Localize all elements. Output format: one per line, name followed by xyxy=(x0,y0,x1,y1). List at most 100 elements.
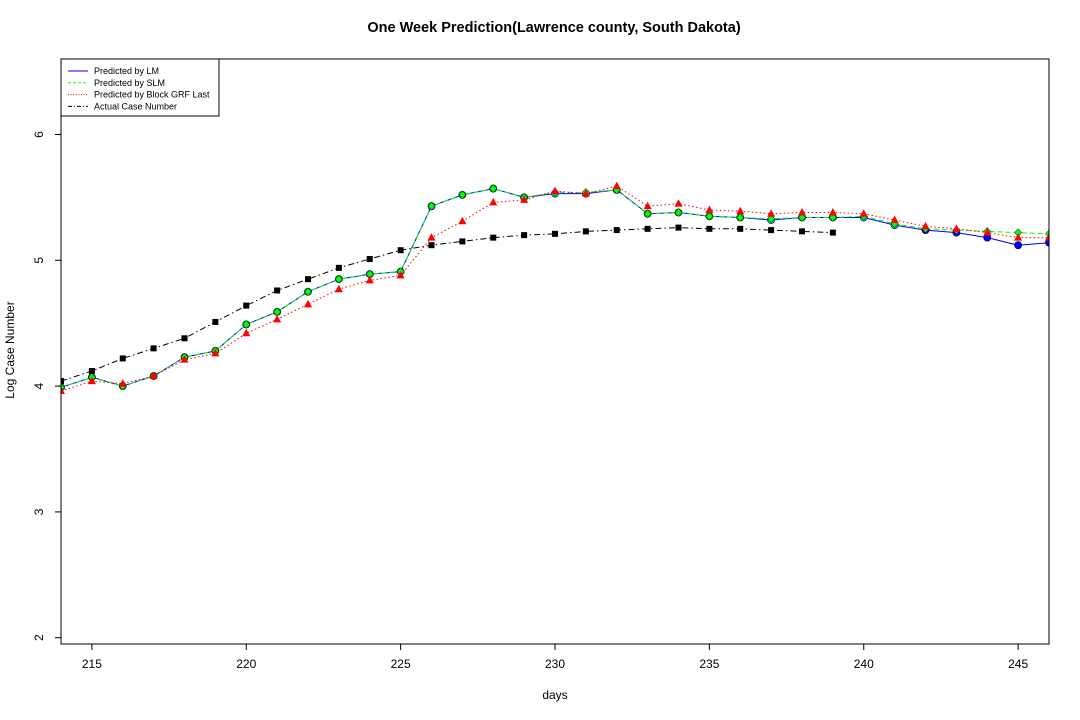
series-3-line xyxy=(61,185,1049,392)
data-point xyxy=(211,348,220,357)
y-tick-label: 6 xyxy=(32,131,46,138)
data-point xyxy=(1045,233,1049,241)
x-tick-label: 225 xyxy=(391,657,411,671)
data-point xyxy=(118,379,127,387)
data-point xyxy=(335,264,342,271)
data-point xyxy=(582,228,589,235)
data-point xyxy=(427,233,436,241)
data-point xyxy=(490,234,497,241)
plot-frame xyxy=(60,58,1050,645)
chart-title: One Week Prediction(Lawrence county, Sou… xyxy=(367,20,741,36)
data-point xyxy=(489,197,498,206)
series-2-points xyxy=(61,184,1049,392)
data-point xyxy=(674,199,683,207)
series-1-line xyxy=(61,188,1049,388)
data-point xyxy=(304,287,312,297)
data-point xyxy=(799,228,805,235)
y-tick-label: 4 xyxy=(32,382,46,389)
y-tick-label: 5 xyxy=(32,257,46,264)
x-tick-label: 215 xyxy=(82,657,102,671)
data-point xyxy=(150,345,157,352)
data-point xyxy=(396,270,405,279)
data-point xyxy=(767,209,776,217)
data-point xyxy=(829,213,837,222)
data-point xyxy=(1014,233,1023,241)
data-point xyxy=(705,205,714,213)
legend-label: Predicted by Block GRF Last xyxy=(94,90,210,100)
data-point xyxy=(61,386,65,395)
data-point xyxy=(334,284,343,293)
data-point xyxy=(397,247,404,254)
x-tick-label: 245 xyxy=(1008,657,1028,671)
series-1-points xyxy=(61,184,1049,392)
series-2 xyxy=(61,188,1049,388)
data-point xyxy=(212,318,219,325)
data-point xyxy=(458,190,467,200)
data-point xyxy=(1045,238,1049,247)
series-4-points xyxy=(61,224,836,385)
data-point xyxy=(952,224,961,232)
data-point xyxy=(305,276,311,283)
data-point xyxy=(243,302,250,309)
data-point xyxy=(643,209,652,219)
data-point xyxy=(335,274,343,284)
data-point xyxy=(273,314,282,323)
legend-label: Predicted by SLM xyxy=(94,78,165,88)
legend: Predicted by LM Predicted by SLM Predicted… xyxy=(60,58,220,117)
data-point xyxy=(304,299,312,308)
data-point xyxy=(798,213,806,222)
data-point xyxy=(890,215,899,224)
data-point xyxy=(149,371,158,380)
data-point xyxy=(798,207,806,216)
y-tick-label: 2 xyxy=(32,634,46,641)
data-point xyxy=(644,225,651,232)
data-point xyxy=(859,209,868,217)
data-point xyxy=(88,368,95,374)
data-point xyxy=(612,181,621,190)
data-point xyxy=(643,201,652,210)
data-point xyxy=(458,216,467,225)
data-point xyxy=(736,206,745,215)
data-point xyxy=(489,184,498,193)
series-1 xyxy=(61,188,1049,388)
data-point xyxy=(828,207,837,216)
data-point xyxy=(61,378,64,385)
data-point xyxy=(983,228,992,236)
data-point xyxy=(674,208,683,217)
data-point xyxy=(551,186,559,195)
data-point xyxy=(613,227,620,234)
data-point xyxy=(119,355,126,362)
legend-label: Predicted by LM xyxy=(94,66,159,76)
data-point xyxy=(737,225,744,232)
data-point xyxy=(427,201,436,211)
data-point xyxy=(181,335,188,342)
data-point xyxy=(274,287,281,294)
series-3 xyxy=(61,185,1049,392)
series-2-line xyxy=(61,188,1049,388)
data-point xyxy=(520,195,529,203)
data-point xyxy=(706,225,713,232)
data-point xyxy=(705,211,714,221)
x-tick-label: 240 xyxy=(854,657,874,671)
data-point xyxy=(428,242,435,249)
data-point xyxy=(366,256,373,263)
data-point xyxy=(459,238,466,245)
data-point xyxy=(242,320,251,329)
data-point xyxy=(736,213,745,222)
data-point xyxy=(180,355,189,363)
data-point xyxy=(675,224,682,231)
data-point xyxy=(521,232,528,239)
x-tick-label: 230 xyxy=(545,657,565,671)
data-point xyxy=(767,214,775,224)
x-axis-label: days xyxy=(542,688,568,702)
data-point xyxy=(242,328,251,337)
y-tick-label: 3 xyxy=(32,508,46,515)
series-4 xyxy=(61,227,833,382)
data-point xyxy=(768,227,775,234)
data-point xyxy=(552,230,558,237)
x-tick-label: 235 xyxy=(699,657,719,671)
data-point xyxy=(921,221,930,230)
data-point xyxy=(1014,241,1023,250)
data-point xyxy=(581,189,590,197)
